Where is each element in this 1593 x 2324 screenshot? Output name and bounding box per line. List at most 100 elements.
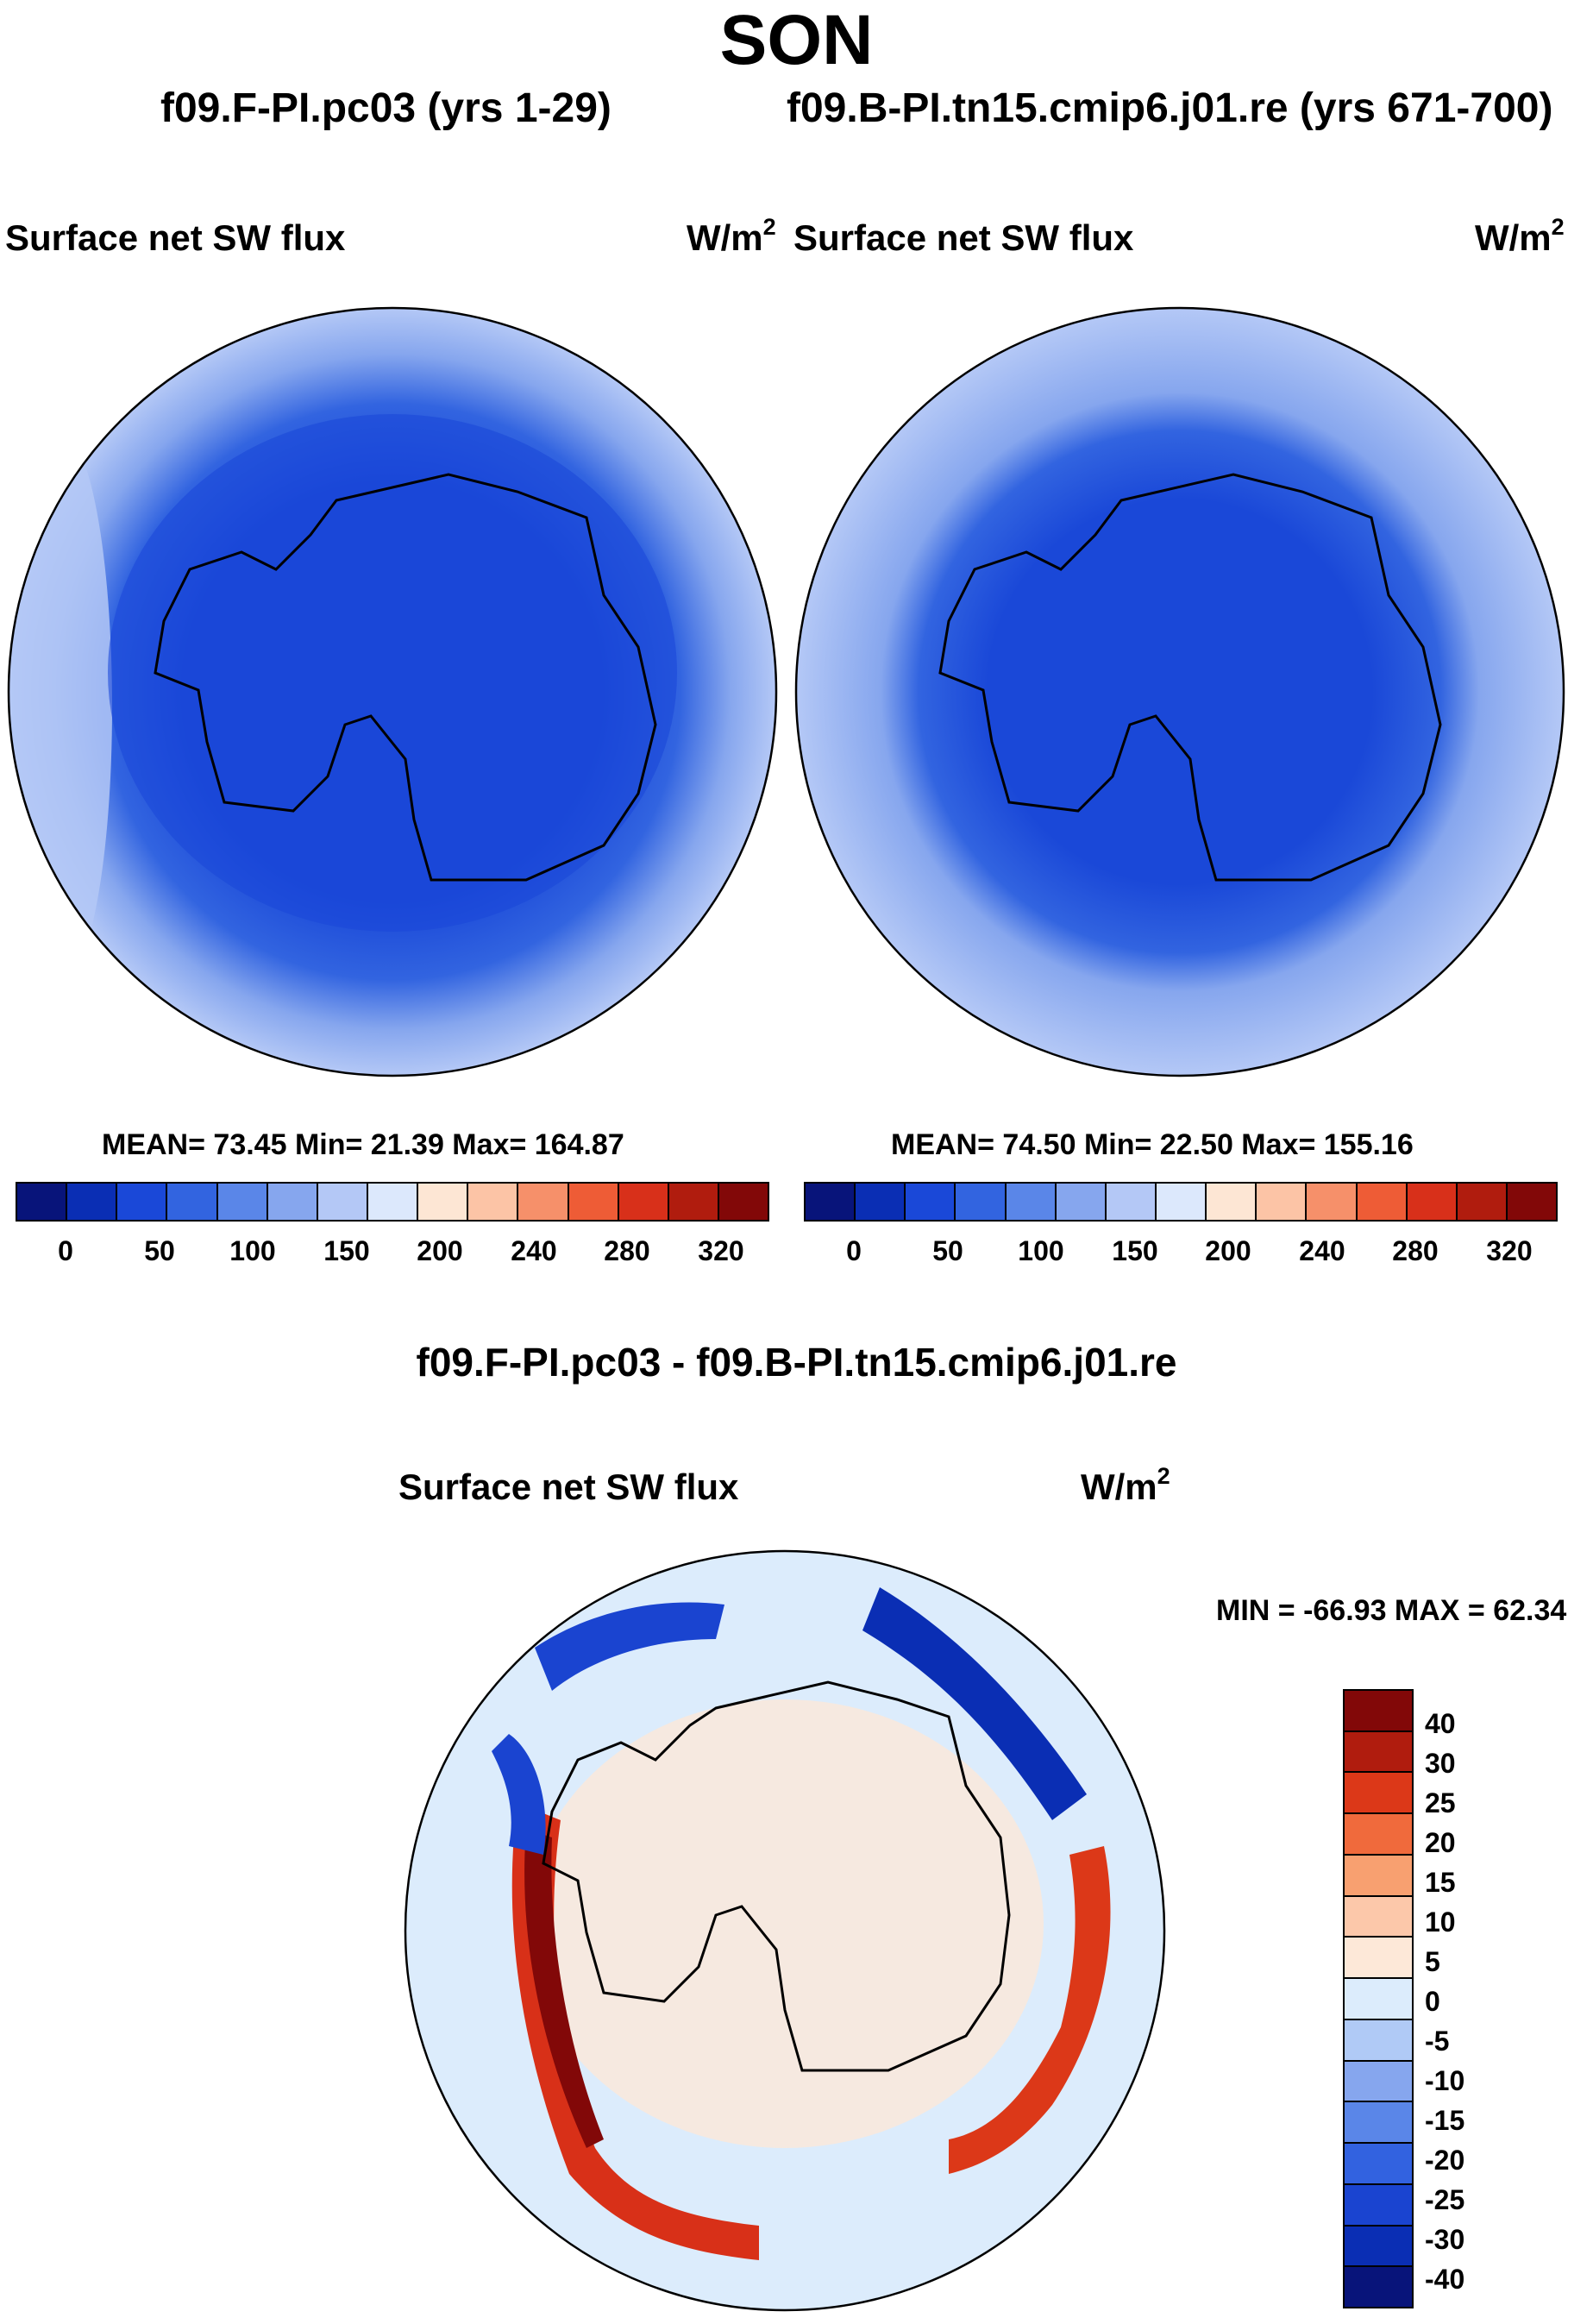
diff-tick: -15 xyxy=(1425,2105,1465,2136)
right-colorbar-swatch xyxy=(1006,1184,1057,1220)
left-polar-map xyxy=(7,306,778,1077)
right-polar-map xyxy=(794,306,1565,1077)
left-colorbar xyxy=(16,1182,769,1222)
diff-negative-band-west xyxy=(492,1734,546,1855)
diff-colorbar-swatch xyxy=(1345,2267,1412,2308)
left-inner-band xyxy=(108,414,677,932)
right-colorbar-swatch xyxy=(1106,1184,1157,1220)
diff-colorbar-swatch xyxy=(1345,2144,1412,2185)
diff-negative-band-north xyxy=(535,1602,724,1691)
left-colorbar-swatch xyxy=(67,1184,118,1220)
left-tick: 0 xyxy=(58,1235,73,1266)
left-colorbar-swatch xyxy=(367,1184,419,1220)
right-tick: 0 xyxy=(846,1235,862,1266)
left-colorbar-swatch xyxy=(117,1184,168,1220)
diff-tick: 15 xyxy=(1425,1867,1456,1898)
left-tick: 150 xyxy=(323,1235,370,1266)
right-colorbar-swatch xyxy=(1357,1184,1408,1220)
left-colorbar-swatch xyxy=(568,1184,619,1220)
right-colorbar-swatch xyxy=(906,1184,956,1220)
left-stats: MEAN= 73.45 Min= 21.39 Max= 164.87 xyxy=(102,1128,624,1161)
left-colorbar-swatch xyxy=(618,1184,669,1220)
diff-tick: -25 xyxy=(1425,2184,1465,2215)
left-tick: 240 xyxy=(511,1235,557,1266)
right-colorbar-swatch xyxy=(1307,1184,1358,1220)
diff-antarctica-coastline xyxy=(542,1680,1011,2072)
right-tick: 280 xyxy=(1392,1235,1439,1266)
left-colorbar-swatch xyxy=(518,1184,569,1220)
diff-polar-map xyxy=(404,1549,1166,2312)
diff-tick: 10 xyxy=(1425,1906,1456,1938)
season-title: SON xyxy=(719,1,874,79)
diff-tick: 25 xyxy=(1425,1787,1456,1818)
left-map-border xyxy=(7,306,778,1077)
right-tick: 200 xyxy=(1205,1235,1251,1266)
diff-colorbar-swatch xyxy=(1345,1773,1412,1815)
left-colorbar-swatch xyxy=(167,1184,218,1220)
diff-interior-positive xyxy=(526,1699,1044,2148)
diff-colorbar-swatch xyxy=(1345,1731,1412,1774)
diff-tick: -20 xyxy=(1425,2145,1465,2176)
diff-negative-band-northeast xyxy=(862,1587,1087,1820)
left-tick: 50 xyxy=(144,1235,175,1266)
left-colorbar-swatch xyxy=(668,1184,719,1220)
left-colorbar-swatch xyxy=(718,1184,768,1220)
diff-tick: 5 xyxy=(1425,1946,1440,1977)
diff-colorbar-swatch xyxy=(1345,1896,1412,1938)
left-colorbar-swatch xyxy=(418,1184,469,1220)
right-antarctica-coastline xyxy=(938,473,1442,882)
right-map-border xyxy=(794,306,1565,1077)
left-outer-band xyxy=(9,431,112,983)
diff-tick: -30 xyxy=(1425,2224,1465,2255)
right-colorbar-swatch xyxy=(1407,1184,1458,1220)
right-tick: 100 xyxy=(1018,1235,1064,1266)
diff-positive-core-west xyxy=(524,1829,604,2148)
diff-panel-unit: W/m2 xyxy=(1081,1463,1170,1507)
diff-colorbar-swatch xyxy=(1345,1855,1412,1897)
left-panel-unit: W/m2 xyxy=(687,214,776,258)
diff-colorbar-swatch xyxy=(1345,1979,1412,2020)
left-tick: 100 xyxy=(229,1235,276,1266)
right-tick: 150 xyxy=(1112,1235,1158,1266)
diff-tick: 20 xyxy=(1425,1827,1456,1858)
diff-colorbar-swatch xyxy=(1345,2061,1412,2103)
left-colorbar-swatch xyxy=(468,1184,519,1220)
diff-colorbar-swatch xyxy=(1345,1938,1412,1980)
right-colorbar-swatch xyxy=(1257,1184,1308,1220)
left-panel-label: Surface net SW flux xyxy=(5,217,346,258)
left-case-title: f09.F-PI.pc03 (yrs 1-29) xyxy=(160,85,611,131)
right-case-title: f09.B-PI.tn15.cmip6.j01.re (yrs 671-700) xyxy=(787,85,1553,131)
right-panel-unit: W/m2 xyxy=(1475,214,1565,258)
diff-stats: MIN = -66.93 MAX = 62.34 xyxy=(1216,1594,1567,1627)
diff-tick: 40 xyxy=(1425,1708,1456,1739)
diff-tick: -10 xyxy=(1425,2065,1465,2096)
right-flux-field xyxy=(796,308,1564,1076)
diff-positive-band-west xyxy=(511,1803,759,2260)
diff-colorbar-swatch xyxy=(1345,1691,1412,1732)
diff-colorbar-swatch xyxy=(1345,2184,1412,2227)
right-colorbar-swatch xyxy=(1507,1184,1557,1220)
diff-colorbar-swatch xyxy=(1345,1814,1412,1856)
diff-colorbar-swatch xyxy=(1345,2019,1412,2062)
right-colorbar xyxy=(804,1182,1558,1222)
right-colorbar-swatch xyxy=(1156,1184,1207,1220)
left-antarctica-coastline xyxy=(154,473,657,882)
diff-colorbar-swatch xyxy=(1345,2102,1412,2145)
left-tick: 320 xyxy=(698,1235,744,1266)
left-colorbar-swatch xyxy=(317,1184,368,1220)
left-tick: 280 xyxy=(604,1235,650,1266)
diff-positive-band-east xyxy=(949,1846,1111,2174)
diff-colorbar-swatch xyxy=(1345,2226,1412,2268)
right-panel-label: Surface net SW flux xyxy=(793,217,1134,258)
left-tick: 200 xyxy=(417,1235,463,1266)
right-colorbar-swatch xyxy=(1207,1184,1257,1220)
right-tick: 50 xyxy=(932,1235,963,1266)
right-colorbar-swatch xyxy=(1056,1184,1107,1220)
diff-tick: -5 xyxy=(1425,2026,1450,2057)
left-colorbar-swatch xyxy=(17,1184,68,1220)
diff-tick: 0 xyxy=(1425,1986,1440,2017)
right-tick: 240 xyxy=(1299,1235,1345,1266)
right-tick: 320 xyxy=(1486,1235,1533,1266)
right-colorbar-swatch xyxy=(956,1184,1007,1220)
